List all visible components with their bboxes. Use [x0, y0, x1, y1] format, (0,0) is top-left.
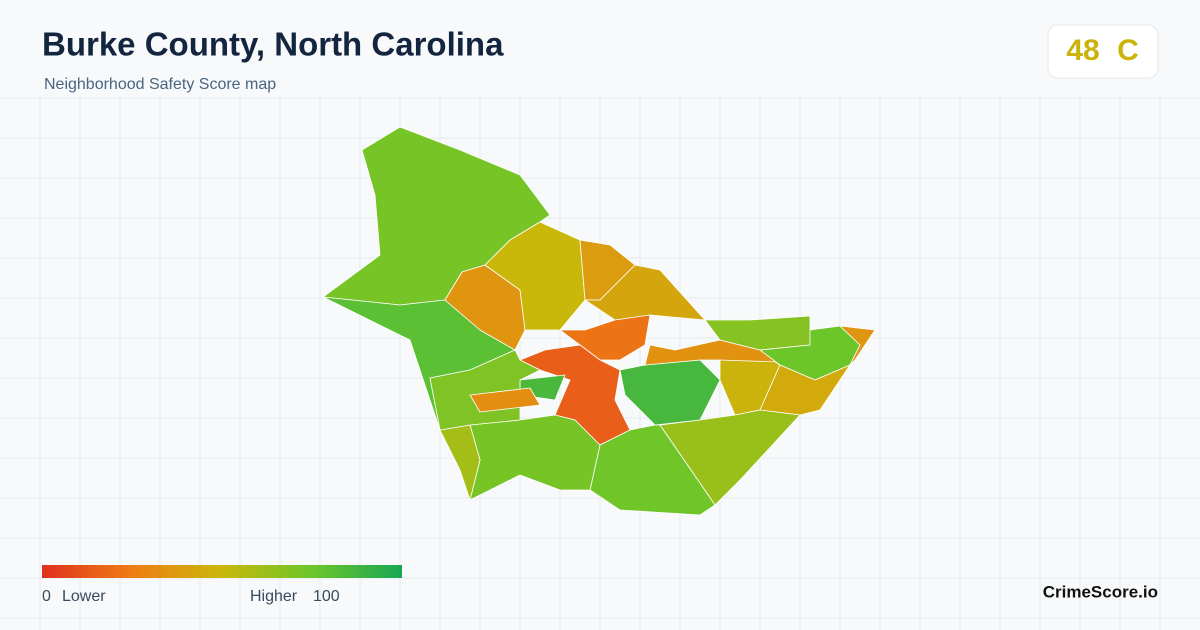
region [429, 349, 541, 431]
map [322, 126, 876, 516]
legend-max-label: Higher [250, 588, 298, 605]
grid [0, 96, 1200, 630]
score-grade: C [1117, 34, 1139, 67]
region [839, 325, 876, 366]
subtitle: Neighborhood Safety Score map [44, 76, 276, 93]
legend-bar [42, 565, 402, 578]
region [559, 314, 651, 361]
legend-min-label: Lower [62, 588, 106, 605]
score-value: 48 [1066, 34, 1099, 67]
region [469, 387, 541, 413]
legend-max: 100 [313, 588, 340, 605]
title: Burke County, North Carolina [42, 26, 504, 63]
legend-min: 0 [42, 588, 51, 605]
header-band [0, 0, 1200, 96]
region [589, 424, 716, 516]
brand: CrimeScore.io [1043, 582, 1158, 601]
region [584, 264, 706, 321]
score-box [1047, 24, 1159, 79]
